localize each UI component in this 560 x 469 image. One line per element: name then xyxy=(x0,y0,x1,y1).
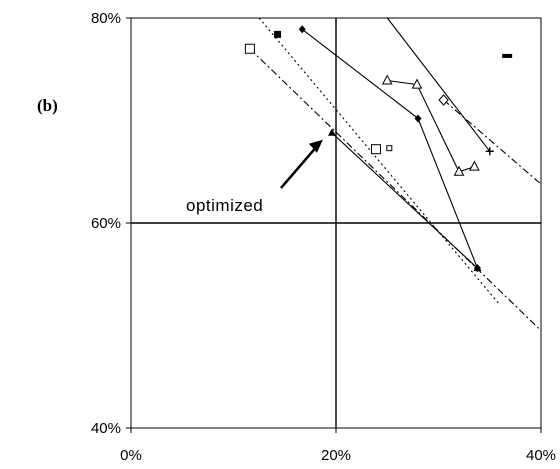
trend-line-5 xyxy=(443,99,542,185)
plot-frame xyxy=(126,17,542,433)
data-point-open-triangle-3-2 xyxy=(411,78,423,89)
data-point-open-square-7-1 xyxy=(244,43,255,54)
x-tick-label: 0% xyxy=(120,447,142,464)
annotation-arrow-head xyxy=(308,139,323,153)
data-series xyxy=(244,25,513,273)
data-point-diamond-2-1 xyxy=(298,25,306,34)
trend-line-1 xyxy=(331,132,478,269)
trend-line-3 xyxy=(258,17,501,306)
trend-line-2 xyxy=(386,17,491,152)
data-point-square-6-1 xyxy=(274,30,282,38)
series-3-line xyxy=(387,79,475,173)
reference-lines xyxy=(131,18,541,428)
x-tick-label: 40% xyxy=(526,447,556,464)
data-point-open-diamond-4-1 xyxy=(438,94,449,106)
annotation: optimized xyxy=(186,139,323,215)
panel-label: (b) xyxy=(37,96,58,115)
data-point-plus-5-1 xyxy=(485,147,494,156)
data-point-triangle-1-1 xyxy=(327,128,336,136)
tick-labels: 0% 20% 40% 40% 60% 80% xyxy=(91,10,556,464)
data-point-diamond-2-3 xyxy=(473,264,481,273)
trend-line-4 xyxy=(249,48,542,331)
y-tick-label: 60% xyxy=(91,215,121,232)
data-point-open-square-8-1 xyxy=(370,144,381,155)
data-point-small-open-square-9-1 xyxy=(386,145,393,152)
data-point-open-triangle-3-4 xyxy=(469,160,480,171)
x-tick-label: 20% xyxy=(321,447,351,464)
trend-lines xyxy=(249,17,542,331)
data-point-dash-10-1 xyxy=(502,53,513,58)
annotation-arrow-shaft xyxy=(280,141,321,189)
data-point-diamond-2-2 xyxy=(414,114,422,123)
data-point-open-triangle-3-3 xyxy=(453,165,465,176)
data-point-open-triangle-3-1 xyxy=(381,74,393,85)
y-tick-label: 40% xyxy=(91,420,121,437)
y-tick-label: 80% xyxy=(91,10,121,27)
annotation-label: optimized xyxy=(186,196,263,215)
